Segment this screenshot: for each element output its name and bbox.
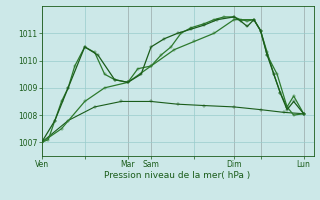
X-axis label: Pression niveau de la mer( hPa ): Pression niveau de la mer( hPa ): [104, 171, 251, 180]
